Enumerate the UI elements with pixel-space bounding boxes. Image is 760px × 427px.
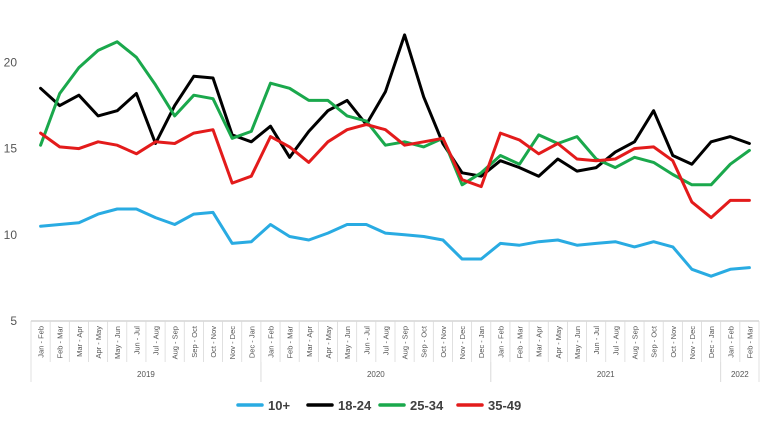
year-label: 2020 (367, 370, 385, 379)
x-tick-label: Jan - Feb (726, 326, 735, 358)
x-tick-label: Sep - Oct (650, 325, 659, 358)
x-tick-label: Mar - Apr (535, 326, 544, 357)
x-tick-label: Feb - Mar (286, 326, 295, 359)
x-tick-label: Nov - Dec (688, 326, 697, 360)
series-lines (39, 33, 751, 278)
series-line-25-34 (39, 40, 751, 187)
year-label: 2019 (137, 370, 155, 379)
legend-label: 35-49 (488, 398, 521, 413)
x-tick-label: Dec - Jan (477, 326, 486, 358)
y-tick-label: 15 (4, 142, 18, 156)
series-line-10+ (39, 207, 751, 278)
x-tick-label: May - Jun (343, 326, 352, 359)
x-tick-label: Feb - Mar (516, 326, 525, 359)
x-tick-label: Oct - Nov (209, 326, 218, 358)
x-tick-label: Jul - Aug (611, 326, 620, 355)
year-label: 2021 (597, 370, 615, 379)
legend-label: 25-34 (410, 398, 444, 413)
x-tick-label: Aug - Sep (171, 326, 180, 359)
x-tick-label: Aug - Sep (401, 326, 410, 359)
x-tick-label: Jan - Feb (266, 326, 275, 358)
x-tick-label: Apr - May (94, 326, 103, 359)
x-tick-label: Oct - Nov (669, 326, 678, 358)
legend-label: 18-24 (338, 398, 372, 413)
x-tick-label: Nov - Dec (458, 326, 467, 360)
y-tick-label: 5 (10, 314, 17, 328)
x-tick-label: Feb - Mar (56, 326, 65, 359)
x-tick-label: Jan - Feb (37, 326, 46, 358)
x-tick-label: Apr - May (324, 326, 333, 359)
y-tick-label: 10 (4, 228, 18, 242)
x-tick-label: Aug - Sep (630, 326, 639, 359)
series-line-35-49 (39, 123, 751, 220)
x-tick-label: May - Jun (573, 326, 582, 359)
x-tick-label: Mar - Apr (75, 326, 84, 357)
x-tick-label: Jun - Jul (592, 326, 601, 355)
legend: 10+ 18-24 25-34 35-49 (236, 398, 521, 413)
legend-label: 10+ (268, 398, 290, 413)
x-tick-label: Sep - Oct (190, 325, 199, 358)
x-tick-label: Jan - Feb (496, 326, 505, 358)
y-tick-label: 20 (4, 55, 18, 69)
x-tick-label: Apr - May (554, 326, 563, 359)
year-label: 2022 (731, 370, 749, 379)
x-tick-label: Jun - Jul (362, 326, 371, 355)
x-tick-label: Dec - Jan (247, 326, 256, 358)
x-tick-label: Jul - Aug (381, 326, 390, 355)
x-tick-label: Sep - Oct (420, 325, 429, 358)
x-tick-label: May - Jun (113, 326, 122, 359)
x-tick-label: Oct - Nov (439, 326, 448, 358)
x-tick-label: Jul - Aug (152, 326, 161, 355)
axes: 5 10 15 20 Jan - Feb Feb - Mar Mar - Apr Apr - … (4, 55, 760, 382)
x-tick-label: Nov - Dec (228, 326, 237, 360)
series-line-18-24 (39, 33, 751, 178)
x-tick-label: Jun - Jul (132, 326, 141, 355)
x-tick-label: Dec - Jan (707, 326, 716, 358)
x-tick-label: Mar - Apr (305, 326, 314, 357)
x-tick-label: Feb - Mar (745, 326, 754, 359)
